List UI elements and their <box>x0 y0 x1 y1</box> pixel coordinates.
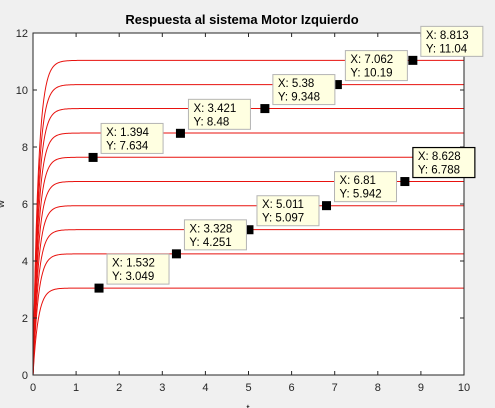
response-curve-4 <box>32 205 464 376</box>
chart-title: Respuesta al sistema Motor Izquierdo <box>125 12 358 27</box>
plot-area[interactable] <box>33 33 464 375</box>
x-tick-label: 8 <box>375 382 381 394</box>
data-tip-marker[interactable] <box>400 177 410 187</box>
data-tip-y-label: Y: 8.48 <box>193 116 229 128</box>
x-tick-label: 10 <box>458 382 470 394</box>
data-tip-box[interactable] <box>420 25 484 57</box>
data-tip[interactable]: X: 3.328 Y: 4.251 <box>183 219 247 251</box>
data-tip[interactable]: X: 5.011 Y: 5.097 <box>256 195 320 227</box>
y-tick-label: 8 <box>22 142 28 154</box>
y-tick-label: 4 <box>22 256 28 268</box>
data-tip-box[interactable] <box>183 219 247 251</box>
data-tip-x-label: X: 3.421 <box>193 103 236 115</box>
data-tip-marker[interactable] <box>322 201 332 211</box>
data-tip-x-label: X: 1.532 <box>112 258 155 270</box>
data-tip-marker[interactable] <box>175 128 185 138</box>
data-tip-y-label: Y: 4.251 <box>189 237 231 249</box>
data-tip-x-label: X: 8.813 <box>426 30 469 42</box>
data-tip-y-label: Y: 6.788 <box>418 165 460 177</box>
data-tip-marker[interactable] <box>408 55 418 65</box>
data-tip-y-label: Y: 5.942 <box>340 189 382 201</box>
data-tip-y-label: Y: 10.19 <box>350 68 392 80</box>
response-curve-2 <box>32 253 464 376</box>
data-tip-x-label: X: 8.628 <box>418 151 461 163</box>
data-tip-marker[interactable] <box>244 225 254 235</box>
data-tip-x-label: X: 7.062 <box>350 54 393 66</box>
x-tick-label: 0 <box>30 382 36 394</box>
data-tip-marker[interactable] <box>88 152 98 162</box>
data-tip-x-label: X: 3.328 <box>189 223 232 235</box>
data-tip-box[interactable] <box>344 50 408 82</box>
data-tip-box[interactable] <box>272 74 336 106</box>
data-tip-marker[interactable] <box>332 80 342 90</box>
data-tip-box[interactable] <box>256 195 320 227</box>
data-tip-y-label: Y: 9.348 <box>278 92 320 104</box>
response-curve-6 <box>32 156 464 376</box>
y-tick-label: 10 <box>16 85 28 97</box>
x-tick-label: 3 <box>159 382 165 394</box>
data-tip-marker[interactable] <box>260 104 270 114</box>
data-tip-box[interactable] <box>187 98 251 130</box>
data-tip-x-label: X: 1.394 <box>106 127 149 139</box>
data-tip-box[interactable] <box>412 146 476 179</box>
data-tip[interactable]: X: 6.81 Y: 5.942 <box>334 171 398 203</box>
y-tick-label: 0 <box>22 370 28 382</box>
response-curve-1 <box>32 287 464 376</box>
data-tip-y-label: Y: 11.04 <box>426 43 468 55</box>
data-tip[interactable]: X: 7.062 Y: 10.19 <box>344 50 408 82</box>
data-tip[interactable]: X: 5.38 Y: 9.348 <box>272 74 336 106</box>
x-tick-label: 5 <box>245 382 251 394</box>
data-tip-y-label: Y: 7.634 <box>106 140 149 152</box>
x-tick-label: 6 <box>289 382 295 394</box>
data-tip-box[interactable] <box>100 122 164 154</box>
data-tip[interactable]: X: 8.628 Y: 6.788 <box>412 146 476 179</box>
x-tick-label: 2 <box>116 382 122 394</box>
y-tick-label: 2 <box>22 313 28 325</box>
data-tip-marker[interactable] <box>94 283 104 293</box>
y-tick-label: 6 <box>22 199 28 211</box>
data-tip-box[interactable] <box>334 171 398 203</box>
data-tip-y-label: Y: 5.097 <box>262 213 304 225</box>
data-tip-x-label: X: 5.011 <box>262 199 304 211</box>
data-tip-markers <box>88 55 418 293</box>
data-tip-box[interactable] <box>106 253 170 285</box>
response-curve-9 <box>32 84 464 376</box>
data-tip-y-label: Y: 3.049 <box>112 271 154 283</box>
x-tick-label: 7 <box>332 382 338 394</box>
y-tick-label: 12 <box>16 28 28 40</box>
data-tip-x-label: X: 6.81 <box>340 175 376 187</box>
y-axis-label: w <box>0 200 7 209</box>
x-tick-label: 1 <box>73 382 79 394</box>
data-tip-marker[interactable] <box>171 249 181 259</box>
x-tick-label: 4 <box>202 382 208 394</box>
data-tip-x-label: X: 5.38 <box>278 78 314 90</box>
x-tick-label: 9 <box>418 382 424 394</box>
x-axis-label: t <box>246 403 249 408</box>
